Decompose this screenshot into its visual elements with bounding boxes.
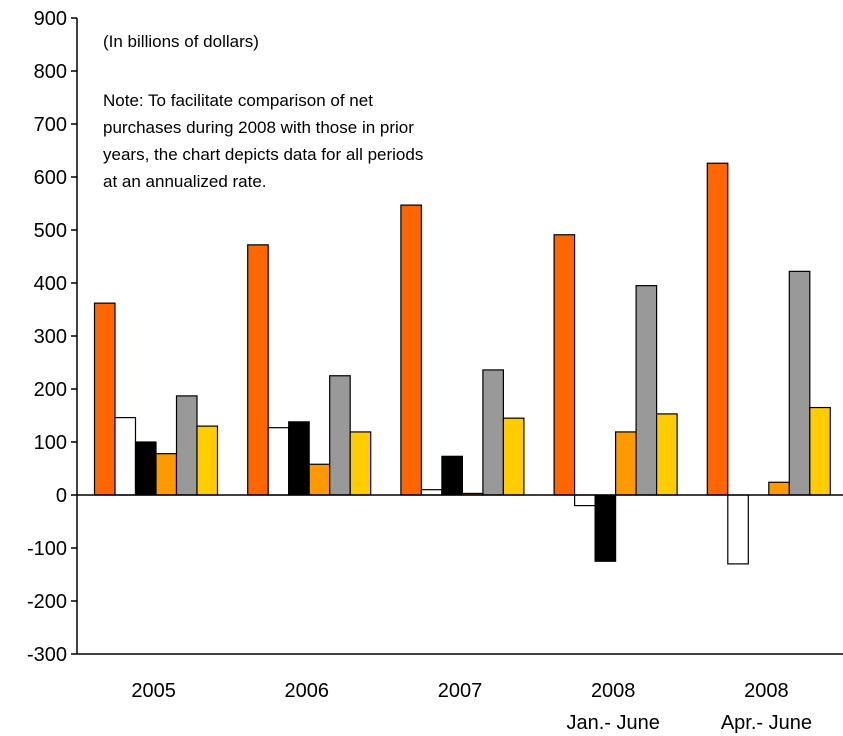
- y-tick-label: 900: [34, 8, 67, 30]
- bar: [502, 417, 525, 496]
- x-category-label: 2007: [438, 680, 483, 702]
- bar: [727, 494, 749, 565]
- x-category-sublabel: Jan.- June: [567, 712, 660, 734]
- y-tick-label: 400: [34, 273, 67, 295]
- bar: [706, 162, 729, 496]
- y-tick-label: 800: [34, 61, 67, 83]
- y-tick-label: 0: [56, 485, 67, 507]
- bar: [594, 494, 617, 562]
- bar: [349, 431, 372, 496]
- bar: [655, 413, 678, 496]
- note-line-2: purchases during 2008 with those in prio…: [103, 118, 414, 137]
- note-line-4: at an annualized rate.: [103, 172, 267, 191]
- y-axis-tick-marks: [71, 17, 77, 655]
- bar: [635, 285, 658, 496]
- bar: [329, 375, 351, 496]
- bar: [768, 481, 790, 496]
- bar: [788, 270, 811, 496]
- bar: [308, 463, 331, 496]
- y-tick-label: 100: [34, 432, 67, 454]
- x-category-label: 2005: [131, 680, 176, 702]
- units-note: (In billions of dollars): [103, 32, 259, 51]
- bars: [93, 162, 831, 565]
- x-axis-category-labels: 2005 2006 2007 2008 Jan.- June 2008 Apr.- June: [131, 680, 812, 734]
- bar: [809, 406, 831, 496]
- x-category-sublabel: Apr.- June: [721, 712, 812, 734]
- x-category-label: 2008: [744, 680, 789, 702]
- x-category-label: 2008: [591, 680, 636, 702]
- note-line-3: years, the chart depicts data for all pe…: [103, 145, 423, 164]
- y-tick-label: -300: [27, 644, 67, 666]
- bar: [573, 494, 596, 507]
- bar: [267, 427, 290, 496]
- bar: [420, 489, 443, 496]
- bar: [114, 417, 137, 496]
- bar: [482, 369, 504, 496]
- bar: [196, 425, 219, 496]
- bar: [441, 455, 463, 496]
- bar: [247, 244, 269, 496]
- bar: [553, 234, 576, 496]
- bar: [175, 395, 198, 496]
- y-tick-label: 600: [34, 167, 67, 189]
- bar: [400, 204, 422, 496]
- bar: [93, 302, 116, 496]
- note-line-1: Note: To facilitate comparison of net: [103, 91, 373, 110]
- y-tick-label: -200: [27, 591, 67, 613]
- x-category-label: 2006: [285, 680, 330, 702]
- bar: [155, 453, 178, 496]
- bar: [134, 441, 157, 496]
- y-tick-label: 700: [34, 114, 67, 136]
- y-axis-tick-labels: 900 800 700 600 500 400 300 200 100 0 -100 -200 -300: [27, 8, 67, 666]
- y-tick-label: 300: [34, 326, 67, 348]
- bar: [614, 431, 637, 496]
- y-tick-label: 500: [34, 220, 67, 242]
- y-tick-label: 200: [34, 379, 67, 401]
- y-tick-label: -100: [27, 538, 67, 560]
- bar: [288, 421, 310, 496]
